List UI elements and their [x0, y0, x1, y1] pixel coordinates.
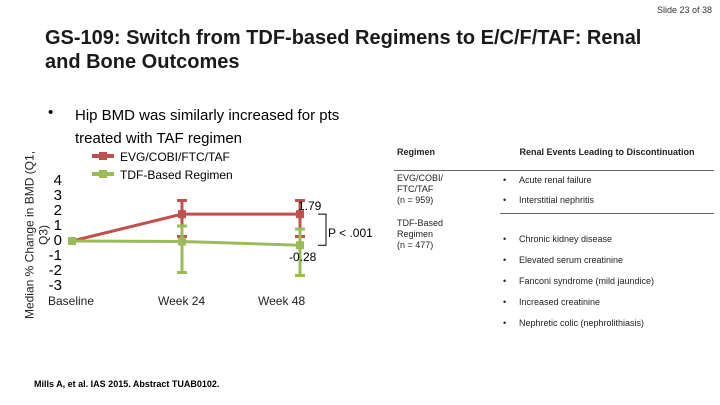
y-tick-label: 0	[53, 232, 62, 249]
regimen-cell: TDF-Based Regimen (n = 477)	[397, 217, 444, 250]
slide-number: Slide 23 of 38	[656, 5, 712, 15]
event-item: • Chronic kidney disease	[503, 234, 613, 244]
event-item: • Fanconi syndrome (mild jaundice)	[503, 276, 655, 286]
data-point	[296, 241, 304, 250]
data-point	[68, 237, 76, 245]
legend-label-tdf: TDF-Based Regimen	[120, 168, 233, 182]
legend-label-taf: EVG/COBI/FTC/TAF	[120, 150, 230, 164]
y-tick-label: 2	[53, 202, 62, 219]
data-point	[178, 210, 186, 219]
data-label-tdf: -0.28	[289, 250, 317, 264]
y-tick-label: 3	[53, 187, 62, 204]
event-item: • Nephretic colic (nephrolithiasis)	[503, 318, 645, 328]
table-row: • Increased creatinine	[394, 297, 714, 318]
event-item: • Elevated serum creatinine	[503, 255, 624, 265]
y-tick-label: 1	[53, 217, 62, 234]
table-row: • Fanconi syndrome (mild jaundice)	[394, 276, 714, 297]
legend-marker	[99, 170, 107, 178]
table-row: • Nephretic colic (nephrolithiasis)	[394, 318, 714, 339]
x-tick-label: Week 48	[258, 294, 306, 308]
p-value-label: P < .001	[328, 226, 373, 240]
y-tick-label: -2	[48, 262, 62, 279]
event-item: • Acute renal failure	[503, 175, 592, 185]
y-tick-label: -1	[48, 247, 62, 264]
y-tick-label: -3	[48, 277, 62, 294]
table-header-events: Renal Events Leading to Discontinuation	[500, 134, 714, 171]
event-item: • Interstitial nephritis	[500, 195, 714, 214]
slide-title: GS-109: Switch from TDF-based Regimens t…	[45, 27, 642, 73]
renal-events-table: Regimen Renal Events Leading to Disconti…	[394, 134, 714, 339]
data-point	[178, 237, 186, 246]
data-label-taf: 1.79	[298, 199, 322, 213]
p-value-bracket	[318, 213, 327, 246]
x-tick-label: Baseline	[48, 294, 95, 308]
table-row: • Elevated serum creatinine	[394, 255, 714, 276]
y-tick-label: 4	[53, 172, 62, 189]
data-point	[296, 210, 304, 219]
bullet-marker: •	[48, 104, 54, 121]
event-item: • Increased creatinine	[503, 297, 601, 307]
table-row: EVG/COBI/ FTC/TAF (n = 959) • Acute renal…	[394, 171, 714, 205]
table-row: • Interstitial nephritis	[394, 195, 714, 214]
table-row: TDF-Based Regimen (n = 477) • Chronic kid…	[394, 214, 714, 256]
regimen-cell: EVG/COBI/ FTC/TAF (n = 959)	[397, 173, 444, 205]
bullet-text: Hip BMD was similarly increased for pts …	[75, 107, 340, 147]
table-header-regimen: Regimen	[394, 134, 500, 171]
legend-marker	[99, 152, 107, 160]
citation: Mills A, et al. IAS 2015. Abstract TUAB0…	[34, 379, 220, 389]
x-tick-label: Week 24	[158, 294, 206, 308]
